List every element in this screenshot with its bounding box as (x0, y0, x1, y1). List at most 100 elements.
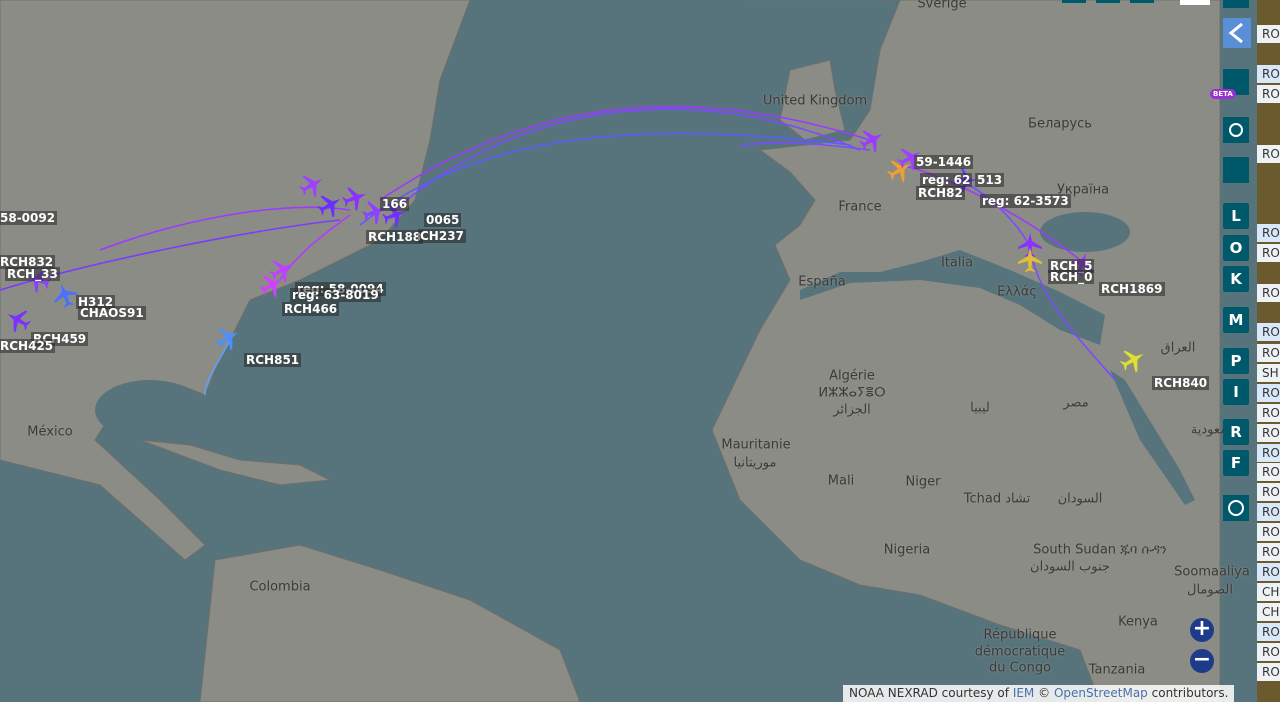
map-label: Україна (1056, 182, 1110, 198)
list-row[interactable]: RO (1257, 444, 1280, 462)
map-label: Mauritanie (721, 437, 791, 453)
aircraft-label[interactable]: 59-1446 (914, 155, 974, 169)
aircraft-label[interactable]: 0065 (424, 213, 462, 227)
beta-badge: BETA (1210, 89, 1236, 99)
chevron (1228, 22, 1243, 44)
aircraft-label[interactable]: CH237 (418, 229, 466, 243)
list-row[interactable]: RO (1257, 463, 1280, 481)
list-row[interactable]: RO (1257, 663, 1280, 681)
track (739, 142, 871, 151)
aircraft-label[interactable]: RCH_5 (1048, 259, 1095, 273)
list-row[interactable]: RO (1257, 424, 1280, 442)
map-label: الجزائر (833, 402, 871, 418)
map-label: France (838, 199, 882, 215)
layer-button[interactable]: M (1223, 307, 1249, 333)
link[interactable]: OpenStreetMap (1053, 686, 1148, 700)
aircraft-label[interactable]: RCH82 (916, 186, 965, 200)
list-row[interactable]: RO (1257, 563, 1280, 581)
map-label: México (27, 424, 73, 440)
tool-button[interactable] (1096, 0, 1120, 3)
tool-button[interactable] (1130, 0, 1154, 3)
list-row[interactable]: RO (1257, 404, 1280, 422)
list-row[interactable]: CH (1257, 603, 1280, 621)
settings-button[interactable] (1223, 117, 1249, 143)
list-row[interactable]: RO (1257, 85, 1280, 103)
map-label: Niger (905, 474, 941, 490)
track (394, 108, 861, 211)
tool-button[interactable] (1180, 0, 1210, 5)
aircraft-label[interactable]: RCH188 (366, 230, 424, 244)
track (379, 105, 871, 201)
aircraft-label[interactable]: RCH_33 (5, 267, 60, 281)
map-label: Беларусь (1028, 116, 1092, 132)
aircraft-label[interactable]: 166 (380, 197, 410, 211)
aircraft-label[interactable]: CHAOS91 (78, 306, 146, 320)
collapse-button[interactable] (1223, 18, 1251, 48)
attribution-text: contributors. (1151, 686, 1229, 700)
list-row[interactable]: RO (1257, 384, 1280, 402)
tool-button[interactable] (1062, 0, 1086, 3)
list-row[interactable]: RO (1257, 145, 1280, 163)
list-row[interactable]: RO (1257, 523, 1280, 541)
list-row[interactable]: RO (1257, 244, 1280, 262)
aircraft-label[interactable]: RCH840 (1152, 376, 1210, 390)
map-label: Kenya (1118, 614, 1158, 630)
list-row[interactable]: RO (1257, 25, 1280, 43)
layer-button[interactable]: O (1223, 235, 1249, 261)
zoom-in[interactable]: + (1190, 618, 1214, 642)
map-label: Italia (940, 255, 974, 271)
list-row[interactable]: RO (1257, 643, 1280, 661)
map-label: Sverige (917, 0, 967, 12)
layer-button[interactable]: P (1223, 348, 1249, 374)
list-row[interactable]: RO (1257, 224, 1280, 242)
map-label: España (798, 274, 846, 290)
red-sea (1110, 370, 1195, 505)
link[interactable]: IEM (1012, 686, 1035, 700)
aircraft-label[interactable]: reg: 62 (920, 173, 973, 187)
track (204, 339, 231, 396)
aircraft-label[interactable]: RCH_0 (1048, 270, 1095, 284)
list-row[interactable]: RO (1257, 543, 1280, 561)
tool-button[interactable] (1223, 0, 1249, 8)
aircraft-label[interactable]: RCH832 (0, 255, 56, 269)
replay-button[interactable] (1223, 495, 1249, 521)
map-label: United Kingdom (762, 93, 868, 109)
track (359, 132, 851, 226)
list-row[interactable]: RO (1257, 284, 1280, 302)
land (0, 0, 1221, 702)
seas (95, 212, 1195, 505)
aircraft-label[interactable]: 513 (975, 173, 1005, 187)
sort-button[interactable] (1223, 157, 1249, 183)
aircraft-label[interactable]: RCH1869 (1099, 282, 1165, 296)
layer-button[interactable]: L (1223, 203, 1249, 229)
layer-button[interactable]: R (1223, 419, 1249, 445)
map-label: موريتانيا (733, 455, 777, 471)
aircraft-label[interactable]: RCH851 (244, 353, 302, 367)
map-label: Tchad تشاد (963, 491, 1031, 507)
aircraft-label[interactable]: reg: 62-3573 (980, 194, 1071, 208)
zoom-out[interactable]: − (1190, 649, 1214, 673)
aircraft-label[interactable]: RCH425 (0, 339, 56, 353)
map-label: العراق (1160, 340, 1196, 356)
tool-icons (1062, 0, 1251, 521)
list-row[interactable]: CH (1257, 583, 1280, 601)
map-label: South Sudan ጁባ ሱዳን (1033, 542, 1167, 558)
list-row[interactable]: RO (1257, 483, 1280, 501)
list-row[interactable]: RO (1257, 344, 1280, 362)
list-row[interactable]: RO (1257, 65, 1280, 83)
map-label: مصر (1063, 395, 1089, 411)
list-row[interactable]: RO (1257, 623, 1280, 641)
aircraft-label[interactable]: reg: 63-8019 (290, 288, 381, 302)
map-label: Colombia (249, 579, 311, 595)
map-label: Algérie (829, 368, 875, 384)
list-row[interactable]: SH (1257, 364, 1280, 382)
layer-button[interactable]: K (1223, 266, 1249, 292)
black-sea (1040, 212, 1130, 252)
layer-button[interactable]: I (1223, 379, 1249, 405)
aircraft-label[interactable]: RCH466 (282, 302, 340, 316)
layer-button[interactable]: F (1223, 450, 1249, 476)
list-row[interactable]: RO (1257, 503, 1280, 521)
aircraft-label[interactable]: H312 (76, 295, 116, 309)
list-row[interactable]: RO (1257, 323, 1280, 341)
aircraft-label[interactable]: 58-0092 (0, 211, 58, 225)
